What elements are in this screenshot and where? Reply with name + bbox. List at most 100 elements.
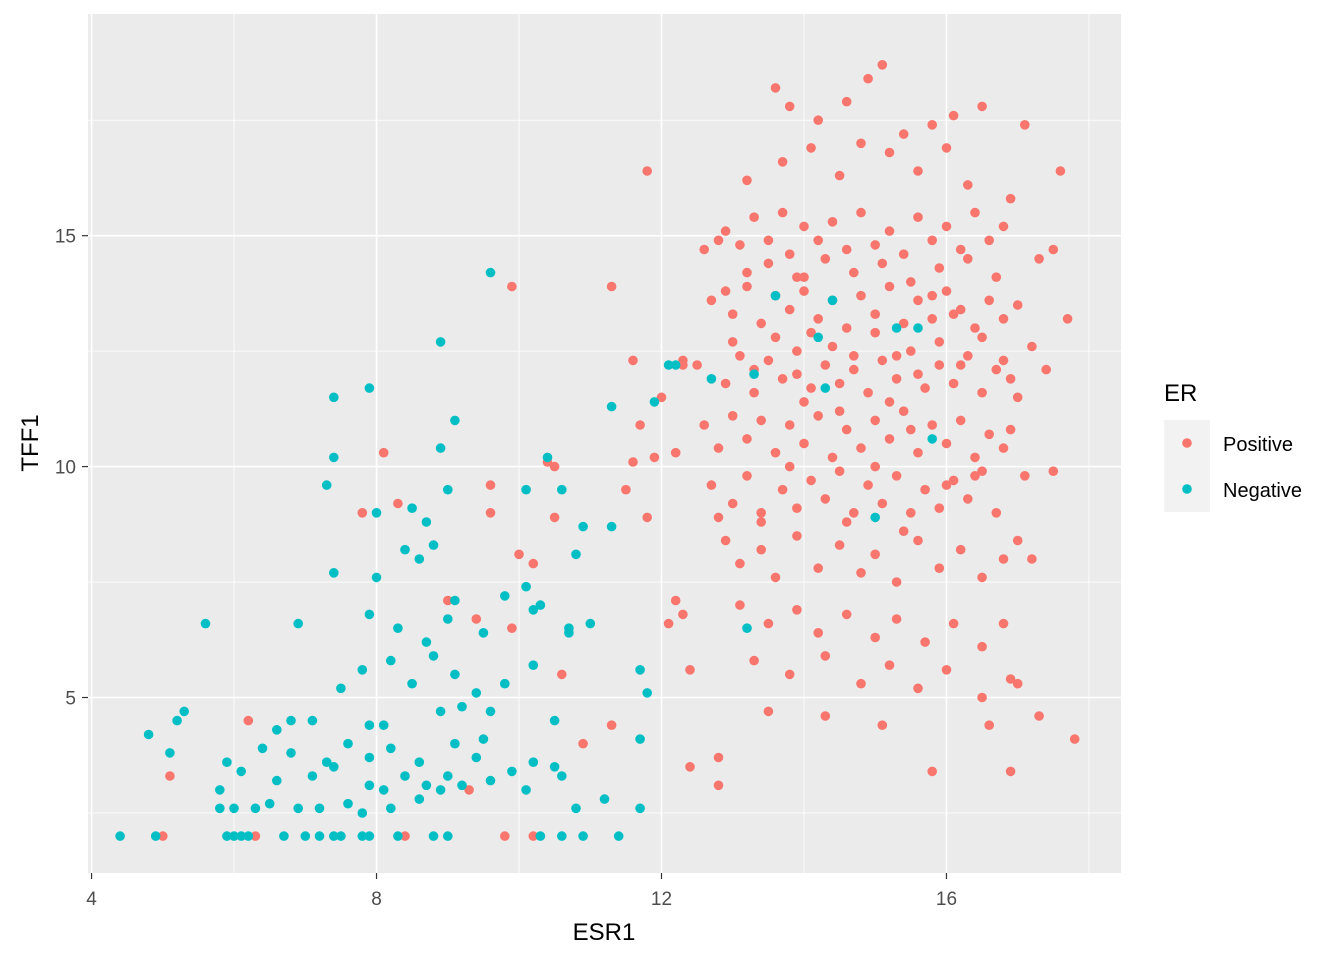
point-positive	[934, 563, 945, 573]
point-positive	[792, 503, 802, 513]
point-negative	[115, 831, 125, 841]
point-positive	[549, 461, 560, 472]
points-layer	[115, 60, 1080, 841]
point-positive	[357, 508, 368, 518]
point-positive	[977, 466, 987, 477]
point-positive	[877, 258, 888, 269]
point-positive	[927, 766, 937, 777]
x-tick-label: 8	[371, 889, 382, 910]
point-negative	[378, 720, 389, 730]
point-positive	[984, 720, 994, 730]
point-positive	[678, 360, 688, 370]
point-positive	[977, 101, 987, 112]
point-positive	[841, 96, 852, 107]
point-positive	[507, 281, 517, 292]
point-positive	[870, 632, 880, 643]
point-positive	[963, 253, 973, 264]
point-negative	[336, 683, 346, 694]
point-negative	[457, 780, 467, 791]
point-positive	[863, 73, 873, 84]
major-grid	[88, 14, 1121, 873]
point-positive	[856, 443, 866, 453]
point-positive	[1027, 341, 1037, 352]
point-positive	[1020, 471, 1030, 481]
point-negative	[891, 323, 902, 333]
point-positive	[820, 651, 831, 661]
point-negative	[386, 803, 396, 814]
point-negative	[500, 678, 510, 689]
point-positive	[941, 438, 952, 449]
point-positive	[606, 720, 617, 730]
point-positive	[891, 374, 902, 384]
point-positive	[528, 558, 539, 569]
point-positive	[770, 447, 781, 458]
point-negative	[578, 521, 588, 532]
point-positive	[393, 498, 403, 509]
point-negative	[557, 771, 567, 781]
point-positive	[920, 637, 930, 647]
point-negative	[635, 665, 645, 675]
point-positive	[792, 272, 802, 283]
point-positive	[927, 314, 937, 324]
point-positive	[742, 471, 752, 481]
point-positive	[756, 415, 766, 426]
point-positive	[749, 387, 759, 398]
point-positive	[898, 406, 909, 417]
point-negative	[443, 831, 453, 841]
point-positive	[991, 508, 1002, 518]
point-positive	[955, 415, 966, 426]
point-positive	[820, 494, 831, 504]
point-positive	[735, 558, 745, 569]
point-positive	[784, 249, 795, 259]
point-positive	[927, 235, 937, 246]
point-negative	[272, 775, 282, 786]
point-negative	[364, 752, 375, 763]
point-positive	[913, 212, 923, 222]
point-positive	[165, 771, 175, 781]
point-positive	[1048, 466, 1059, 477]
point-negative	[428, 831, 439, 841]
point-positive	[1005, 766, 1016, 777]
point-negative	[443, 771, 453, 781]
point-positive	[749, 212, 759, 222]
point-positive	[898, 129, 909, 139]
point-positive	[742, 267, 752, 278]
point-negative	[535, 831, 546, 841]
point-positive	[670, 595, 681, 606]
point-negative	[606, 521, 617, 532]
point-positive	[941, 221, 952, 232]
point-positive	[970, 323, 980, 333]
point-positive	[856, 207, 866, 218]
point-negative	[435, 785, 446, 795]
point-negative	[606, 401, 617, 412]
point-negative	[165, 748, 175, 758]
point-negative	[649, 397, 660, 407]
point-negative	[371, 508, 382, 518]
point-positive	[955, 360, 966, 370]
point-positive	[806, 383, 816, 393]
point-positive	[727, 411, 738, 421]
point-positive	[678, 609, 688, 620]
point-positive	[955, 544, 966, 555]
point-positive	[1005, 193, 1016, 204]
point-negative	[250, 803, 261, 814]
point-negative	[528, 757, 539, 767]
point-positive	[870, 461, 880, 472]
point-positive	[400, 831, 410, 841]
point-negative	[307, 771, 318, 781]
point-positive	[934, 337, 945, 347]
point-negative	[421, 780, 432, 791]
point-negative	[229, 831, 239, 841]
point-positive	[849, 351, 859, 361]
point-positive	[735, 240, 745, 250]
point-positive	[735, 600, 745, 610]
point-positive	[628, 355, 638, 366]
point-negative	[357, 665, 368, 675]
point-positive	[849, 508, 859, 518]
point-positive	[1005, 424, 1016, 435]
point-negative	[364, 609, 375, 620]
point-positive	[970, 207, 980, 218]
point-positive	[443, 595, 453, 606]
point-positive	[378, 447, 389, 458]
point-positive	[941, 480, 952, 490]
